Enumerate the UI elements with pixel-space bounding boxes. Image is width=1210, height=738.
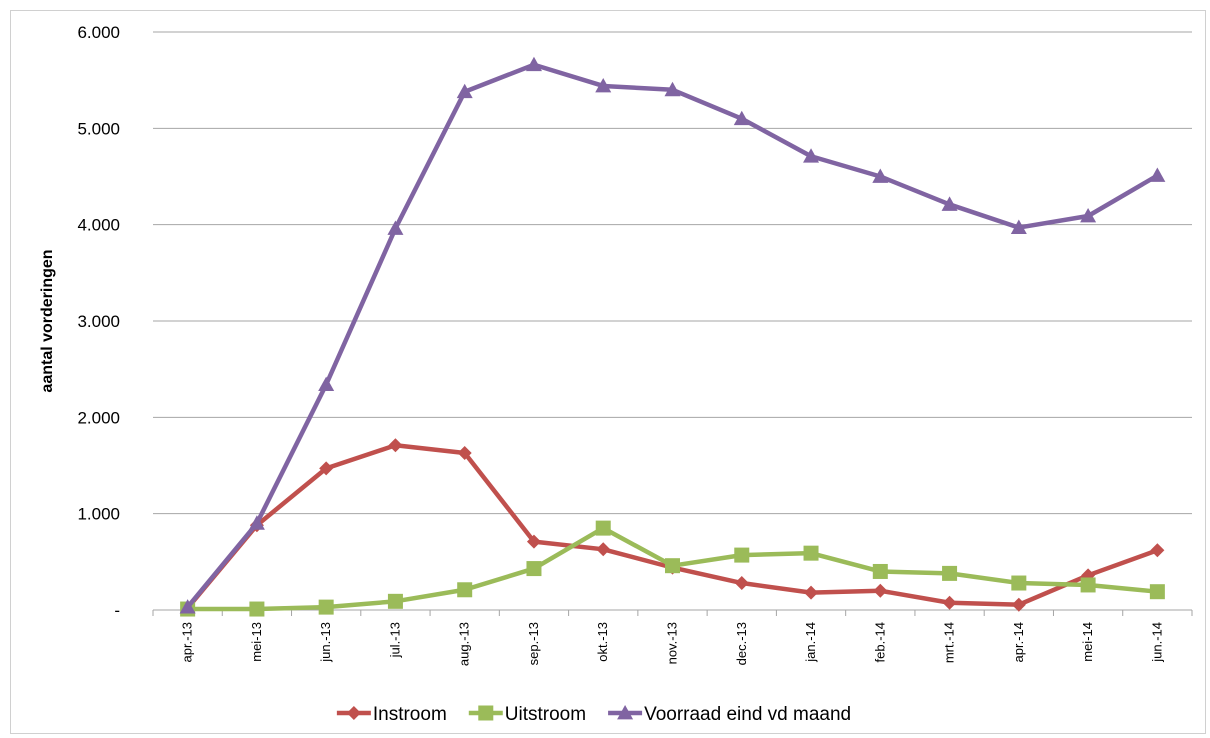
y-tick-label: 1.000 — [77, 505, 120, 524]
data-point — [941, 196, 958, 211]
data-point — [734, 547, 750, 563]
data-point — [733, 110, 750, 126]
data-point — [1010, 219, 1027, 234]
data-point — [318, 376, 335, 391]
data-point — [457, 582, 473, 598]
legend-label: Uitstroom — [505, 704, 586, 725]
data-point — [942, 565, 958, 581]
y-tick-label: - — [114, 601, 120, 620]
data-point — [665, 558, 680, 574]
data-point — [457, 445, 472, 460]
x-axis — [152, 609, 1193, 616]
data-point — [318, 599, 334, 615]
data-point — [387, 220, 404, 235]
legend: Instroom Uitstroom Voorraad eind vd maand — [336, 704, 851, 725]
data-point — [664, 81, 681, 97]
legend-item: Uitstroom — [468, 704, 586, 725]
data-point — [595, 77, 612, 93]
y-axis-ticks: - 1.000 2.000 3.000 4.000 5.000 6.000 — [77, 23, 120, 620]
data-point — [319, 461, 334, 476]
x-tick-label: mei-14 — [1080, 622, 1095, 662]
series-line — [185, 62, 1160, 610]
x-tick-label: aug.-13 — [457, 622, 472, 666]
data-point — [804, 585, 819, 600]
x-tick-label: apr.-14 — [1011, 622, 1026, 662]
x-tick-label: nov.-13 — [665, 622, 680, 664]
data-point — [1149, 167, 1166, 182]
data-point — [1080, 577, 1096, 593]
data-point — [387, 593, 403, 609]
data-point — [595, 520, 611, 536]
data-point — [596, 542, 611, 557]
x-tick-label: okt.-13 — [595, 622, 610, 662]
y-tick-label: 6.000 — [77, 23, 120, 42]
x-tick-label: jun.-13 — [318, 622, 333, 663]
data-point — [872, 563, 888, 579]
data-point — [179, 599, 196, 614]
x-tick-label: sep.-13 — [526, 622, 541, 665]
data-point — [942, 595, 957, 610]
data-point — [1149, 584, 1165, 600]
data-point — [525, 56, 542, 72]
legend-marker — [346, 706, 361, 720]
legend-item: Instroom — [336, 704, 447, 725]
legend-marker — [617, 705, 634, 720]
data-point — [872, 168, 889, 183]
y-tick-label: 2.000 — [77, 408, 120, 427]
y-axis-label: aantal vorderingen — [39, 249, 56, 392]
data-point — [1080, 207, 1097, 223]
chart-frame — [10, 10, 1206, 734]
legend-item: Voorraad eind vd maand — [608, 704, 851, 725]
x-tick-label: apr.-13 — [180, 622, 195, 662]
x-axis-ticks: apr.-13 mei-13 jun.-13 jul.-13 aug.-13 sep.-1… — [180, 622, 1165, 666]
data-point — [1150, 543, 1165, 558]
data-point — [248, 515, 265, 530]
series-voorraad-eind-vd-maand — [179, 56, 1166, 614]
gridlines — [153, 31, 1192, 515]
x-tick-label: feb.-14 — [872, 622, 887, 662]
series-layer — [179, 56, 1166, 617]
y-tick-label: 4.000 — [77, 216, 120, 235]
x-tick-label: mei-13 — [249, 622, 264, 662]
data-point — [803, 545, 819, 561]
data-point — [249, 601, 265, 617]
x-tick-label: dec.-13 — [734, 622, 749, 665]
series-uitstroom — [180, 520, 1165, 617]
y-tick-label: 3.000 — [77, 312, 120, 331]
data-point — [734, 576, 749, 591]
legend-label: Instroom — [373, 704, 447, 725]
legend-label: Voorraad eind vd maand — [644, 704, 851, 725]
data-point — [456, 83, 473, 99]
data-point — [1011, 597, 1026, 612]
legend-marker — [478, 705, 494, 721]
data-point — [873, 583, 888, 598]
data-point — [526, 534, 541, 549]
data-point — [388, 438, 403, 453]
x-tick-label: jul.-13 — [387, 622, 402, 658]
x-tick-label: jun.-14 — [1149, 622, 1164, 663]
y-tick-label: 5.000 — [77, 119, 120, 138]
data-point — [803, 148, 820, 163]
x-tick-label: jan.-14 — [803, 622, 818, 663]
data-point — [1011, 575, 1027, 591]
data-point — [526, 561, 542, 577]
x-tick-label: mrt.-14 — [942, 622, 957, 663]
